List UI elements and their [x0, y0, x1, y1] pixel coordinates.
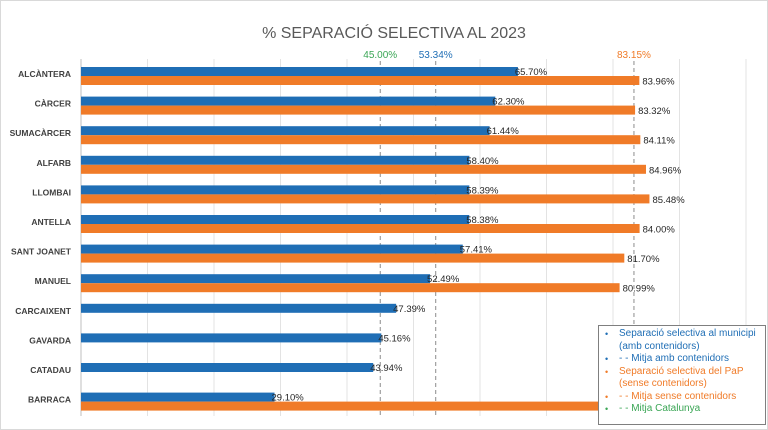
- bar-pap: [81, 76, 640, 85]
- bar-municipi: [81, 244, 463, 254]
- reference-line-label: 45.00%: [363, 50, 397, 61]
- legend-label: - - Mitja sense contenidors: [619, 390, 737, 402]
- legend-item-municipi: • Separació selectiva al municipi (amb c…: [605, 328, 761, 353]
- bar-pap: [81, 194, 650, 204]
- legend: • Separació selectiva al municipi (amb c…: [598, 325, 766, 425]
- bar-municipi: [81, 96, 496, 106]
- category-label: CARCAIXENT: [15, 306, 72, 316]
- chart-title: % SEPARACIÓ SELECTIVA AL 2023: [262, 23, 526, 42]
- bar-value-label: 84.11%: [643, 136, 675, 147]
- bar-pap: [81, 401, 612, 411]
- category-label: BARRACA: [28, 395, 71, 405]
- bar-value-label: 84.96%: [649, 165, 682, 176]
- bar-municipi: [81, 155, 470, 165]
- legend-label: - - Mitja amb contenidors: [619, 353, 730, 364]
- bar-value-label: 58.39%: [466, 185, 499, 196]
- bar-pap: [81, 224, 640, 233]
- bar-municipi: [81, 392, 275, 402]
- category-label: CATADAU: [30, 365, 71, 375]
- legend-bullet: •: [605, 329, 609, 339]
- legend-label: Separació selectiva al municipi (amb con…: [619, 328, 756, 352]
- legend-bullet: •: [605, 404, 609, 414]
- bar-municipi: [81, 333, 382, 343]
- bar-value-label: 45.16%: [378, 333, 411, 344]
- legend-item-pap: • Separació selectiva del PaP (sense con…: [605, 366, 761, 391]
- legend-label: - - Mitja Catalunya: [619, 403, 701, 414]
- bar-municipi: [81, 126, 490, 136]
- bar-value-label: 80.99%: [623, 284, 656, 295]
- bar-value-label: 83.32%: [638, 106, 671, 117]
- category-label: ALCÀNTERA: [18, 69, 71, 79]
- bar-value-label: 83.96%: [642, 77, 675, 88]
- bar-value-label: 43.94%: [370, 363, 403, 374]
- bar-value-label: 58.40%: [466, 156, 499, 167]
- reference-line-label: 83.15%: [617, 50, 651, 61]
- bar-pap: [81, 164, 646, 174]
- category-label: SANT JOANET: [11, 247, 72, 257]
- bar-pap: [81, 283, 620, 293]
- legend-label: Separació selectiva del PaP (sense conte…: [619, 365, 744, 390]
- bar-value-label: 81.70%: [627, 254, 660, 265]
- legend-bullet: •: [605, 366, 609, 377]
- bar-municipi: [81, 363, 374, 372]
- bar-value-label: 62.30%: [492, 97, 525, 108]
- bar-pap: [81, 253, 625, 263]
- category-label: ANTELLA: [31, 217, 71, 227]
- bar-municipi: [81, 274, 431, 284]
- legend-bullet: •: [605, 354, 609, 364]
- bars: [81, 67, 650, 411]
- category-label: CÀRCER: [35, 99, 71, 109]
- bar-municipi: [81, 303, 397, 313]
- category-label: LLOMBAI: [32, 187, 71, 197]
- bar-value-label: 47.39%: [393, 304, 426, 315]
- bar-value-label: 65.70%: [515, 67, 548, 78]
- legend-item-mitja-amb: • - - Mitja amb contenidors: [605, 353, 761, 366]
- bar-value-label: 57.41%: [460, 245, 493, 256]
- legend-item-mitja-catalunya: • - - Mitja Catalunya: [605, 403, 761, 416]
- bar-pap: [81, 135, 641, 145]
- bar-value-label: 29.10%: [272, 393, 305, 404]
- bar-value-label: 61.44%: [487, 126, 520, 137]
- grid: [80, 59, 747, 416]
- bar-value-label: 52.49%: [427, 274, 460, 285]
- category-label: GAVARDA: [29, 335, 71, 345]
- bar-value-label: 84.00%: [643, 225, 676, 236]
- reference-line-label: 53.34%: [419, 50, 453, 61]
- bar-pap: [81, 105, 636, 115]
- labels: ALCÀNTERA 65.70% 83.96% CÀRCER 62.30% 83.32% S…: [10, 67, 686, 413]
- bar-municipi: [81, 67, 518, 76]
- bar-value-label: 85.48%: [652, 195, 685, 206]
- bar-municipi: [81, 185, 470, 195]
- legend-bullet: •: [605, 391, 609, 402]
- category-label: ALFARB: [37, 158, 71, 168]
- bar-municipi: [81, 215, 470, 224]
- legend-item-mitja-sense: • - - Mitja sense contenidors: [605, 391, 761, 404]
- category-label: MANUEL: [35, 276, 71, 286]
- category-label: SUMACÀRCER: [10, 128, 71, 138]
- bar-value-label: 58.38%: [466, 215, 499, 226]
